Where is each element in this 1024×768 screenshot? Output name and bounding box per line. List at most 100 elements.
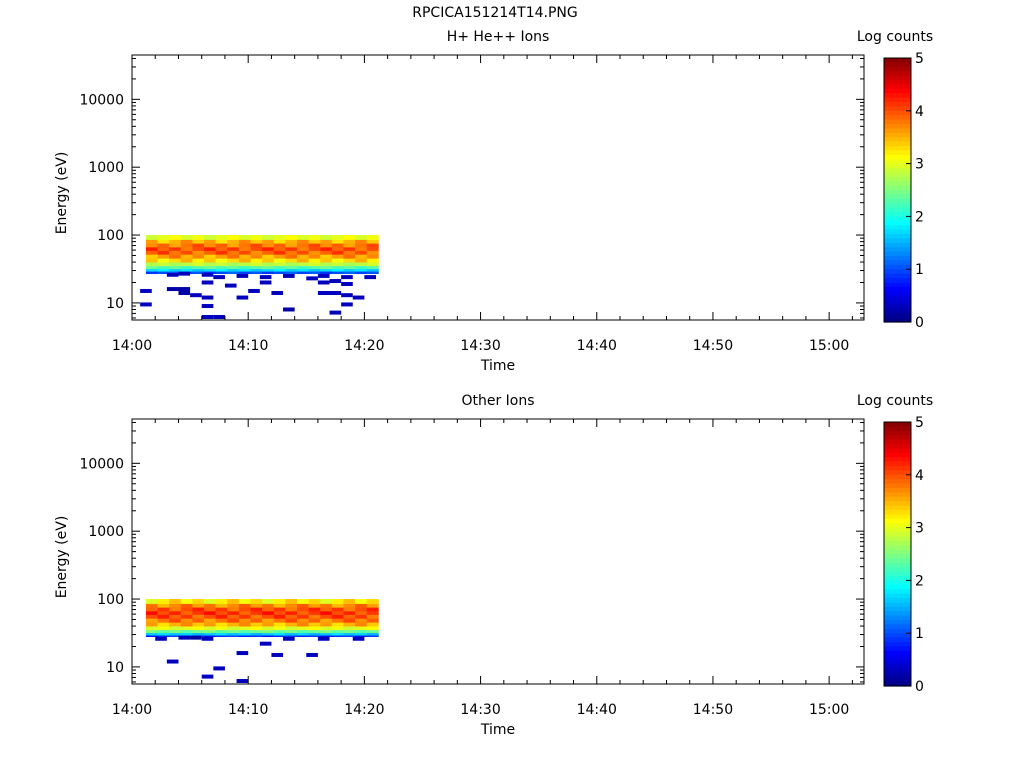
spectrogram-cell <box>285 239 298 244</box>
panel1-x-axis-label: Time <box>480 358 516 374</box>
spectrogram-cell <box>262 633 275 636</box>
spectrogram-cell <box>296 266 310 270</box>
colorbar-segment <box>884 646 911 652</box>
spectrogram-cell <box>250 611 263 616</box>
spectrogram-cell <box>262 266 275 270</box>
spectrogram-cell <box>273 607 286 612</box>
spectrogram-cell <box>285 626 298 631</box>
spectrogram-cell <box>331 254 344 260</box>
spectrogram-cell <box>204 626 217 631</box>
colorbar-segment <box>884 549 911 555</box>
colorbar-segment <box>884 664 911 669</box>
spectrogram-cell <box>320 262 333 267</box>
colorbar-segment <box>884 172 911 178</box>
panel1-title: H+ He++ Ions <box>446 29 550 45</box>
spectrogram-cell <box>204 262 217 267</box>
spectrogram-cell <box>273 633 286 636</box>
low-energy-count-cell <box>213 315 225 319</box>
low-energy-count-cell <box>190 293 202 298</box>
spectrogram-cell <box>296 614 310 620</box>
low-energy-count-cell <box>236 295 249 300</box>
spectrogram-cell <box>355 250 368 256</box>
spectrogram-cell <box>308 239 321 244</box>
spectrogram-cell <box>273 614 286 620</box>
colorbar-segment <box>884 163 911 169</box>
spectrogram-cell <box>296 250 310 256</box>
spectrogram-cell <box>157 247 170 252</box>
spectrogram-cell <box>320 239 333 244</box>
spectrogram-cell <box>192 614 205 620</box>
colorbar-segment <box>884 615 911 621</box>
spectrogram-cell <box>250 599 263 605</box>
low-energy-count-cell <box>341 275 353 280</box>
spectrogram-cell <box>285 630 298 634</box>
spectrogram-cell <box>296 633 310 636</box>
spectrogram-cell <box>355 271 368 275</box>
low-energy-count-cell <box>236 679 249 683</box>
spectrogram-cell <box>320 622 333 627</box>
spectrogram-cell <box>204 258 217 263</box>
spectrogram-cell <box>227 635 240 637</box>
colorbar-segment <box>884 194 911 200</box>
spectrogram-cell <box>343 243 356 248</box>
spectrogram-cell <box>204 611 217 616</box>
spectrogram-cell <box>215 607 228 612</box>
spectrogram-cell <box>308 603 321 608</box>
colorbar-segment <box>884 576 911 581</box>
spectrogram-cell <box>320 611 333 616</box>
spectrogram-cell <box>180 269 193 272</box>
colorbar-segment <box>884 584 911 590</box>
low-energy-count-cell <box>236 651 249 656</box>
spectrogram-cell <box>285 247 298 252</box>
x-tick-label: 14:00 <box>112 702 152 718</box>
colorbar-segment <box>884 181 911 187</box>
spectrogram-cell <box>366 614 379 620</box>
colorbar-segment <box>884 308 911 314</box>
low-energy-count-cell <box>201 304 214 309</box>
spectrogram-cell <box>227 630 240 634</box>
page-title: RPCICA151214T14.PNG <box>412 5 578 21</box>
spectrogram-cell <box>320 266 333 270</box>
low-energy-count-cell <box>178 287 191 292</box>
spectrogram-cell <box>250 235 263 241</box>
spectrogram-cell <box>215 614 228 620</box>
spectrogram-cell <box>285 622 298 627</box>
spectrogram-cell <box>215 262 228 267</box>
spectrogram-cell <box>285 614 298 620</box>
colorbar-segment <box>884 300 911 305</box>
spectrogram-cell <box>227 271 240 275</box>
low-energy-count-cell <box>271 291 284 295</box>
low-energy-count-cell <box>155 636 167 641</box>
spectrogram-cell <box>180 618 193 624</box>
spectrogram-cell <box>273 618 286 624</box>
colorbar-segment <box>884 106 911 112</box>
spectrogram-cell <box>262 243 275 248</box>
spectrogram-cell <box>238 250 251 256</box>
spectrogram-cell <box>250 607 263 612</box>
spectrogram-cell <box>180 626 193 631</box>
panel2-title: Other Ions <box>461 393 535 409</box>
colorbar-segment <box>884 606 911 612</box>
spectrogram-cell <box>238 599 251 605</box>
colorbar-segment <box>884 659 911 665</box>
spectrogram-cell <box>238 262 251 267</box>
spectrogram-cell <box>355 239 368 244</box>
spectrogram-cell <box>215 271 228 275</box>
spectrogram-cell <box>157 614 170 620</box>
low-energy-count-cell <box>283 273 295 278</box>
spectrogram-cell <box>331 262 344 267</box>
spectrogram-cell <box>355 626 368 631</box>
spectrogram-cell <box>273 239 286 244</box>
colorbar-segment <box>884 589 911 595</box>
spectrogram-cell <box>192 618 205 624</box>
colorbar-segment <box>884 668 911 674</box>
spectrogram-cell <box>296 622 310 627</box>
spectrogram-cell <box>285 250 298 256</box>
spectrogram-cell <box>355 630 368 634</box>
colorbar-segment <box>884 141 911 147</box>
low-energy-count-cell <box>317 273 330 278</box>
spectrogram-cell <box>238 630 251 634</box>
plot-frame <box>131 54 865 321</box>
spectrogram-cell <box>169 258 182 263</box>
colorbar-tick-label: 1 <box>915 262 924 278</box>
